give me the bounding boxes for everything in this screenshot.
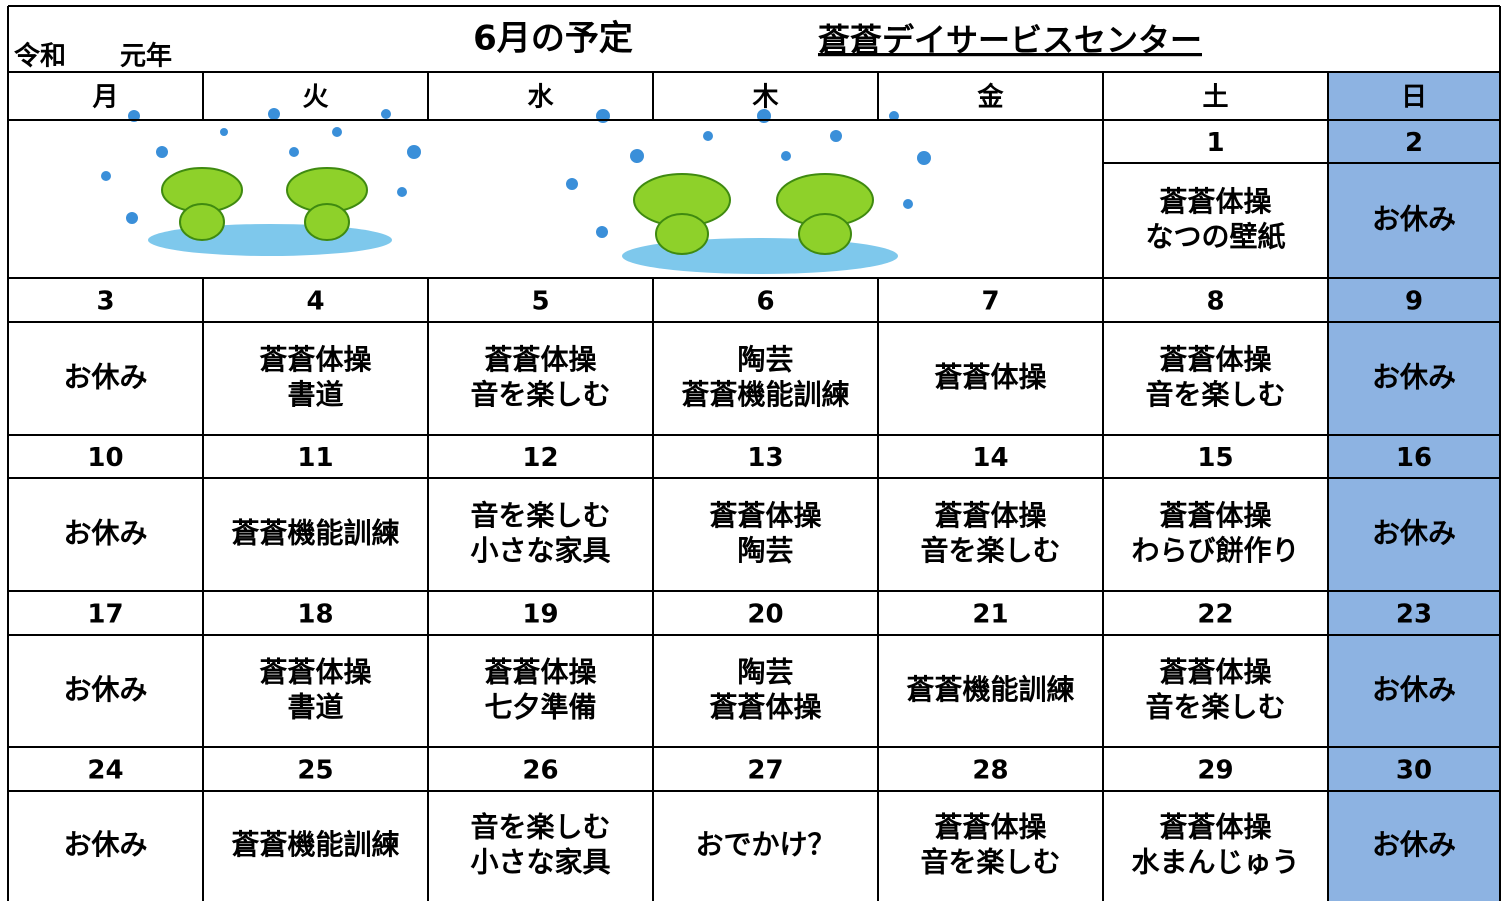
date: 29 (1197, 756, 1233, 786)
activity: 音を楽しむ (470, 378, 610, 411)
era: 令和 (14, 41, 66, 72)
date: 10 (87, 443, 123, 473)
date: 21 (972, 600, 1008, 630)
activity: 蒼蒼体操 (709, 499, 821, 532)
activity: お休み (1372, 828, 1456, 861)
activity: 蒼蒼体操 (259, 343, 371, 376)
activity: 蒼蒼体操 (1159, 656, 1271, 689)
activity: 音を楽しむ (470, 811, 610, 844)
weekday-label: 水 (527, 83, 554, 113)
activity: 小さな家具 (470, 534, 610, 567)
date: 6 (756, 287, 774, 317)
activity: 小さな家具 (470, 846, 610, 879)
date: 1 (1206, 128, 1224, 158)
activity: 蒼蒼機能訓練 (681, 378, 849, 411)
activity: 書道 (287, 691, 343, 724)
date: 2 (1405, 128, 1423, 158)
frog-illustration (101, 108, 931, 274)
activity: なつの壁紙 (1145, 220, 1285, 253)
date: 17 (87, 600, 123, 630)
date: 3 (96, 287, 114, 317)
activity: 音を楽しむ (1145, 378, 1285, 411)
date: 24 (87, 756, 123, 786)
organization: 蒼蒼デイサービスセンター (818, 21, 1202, 59)
activity: 蒼蒼体操 (1159, 185, 1271, 218)
activity: 蒼蒼体操 (1159, 499, 1271, 532)
activity: 音を楽しむ (1145, 691, 1285, 724)
title: 6月の予定 (473, 19, 633, 59)
activity: 蒼蒼体操 (1159, 343, 1271, 376)
date: 20 (747, 600, 783, 630)
date: 7 (981, 287, 999, 317)
activity: 蒼蒼機能訓練 (906, 673, 1074, 706)
year: 元年 (120, 41, 172, 72)
activity: お休み (1372, 517, 1456, 550)
activity: おでかけ？ (695, 828, 835, 861)
activity: 水まんじゅう (1131, 846, 1299, 879)
activity: 蒼蒼体操 (934, 811, 1046, 844)
date: 15 (1197, 443, 1233, 473)
activity: お休み (1372, 673, 1456, 706)
date: 30 (1396, 756, 1432, 786)
date: 27 (747, 756, 783, 786)
date: 9 (1405, 287, 1423, 317)
activity: お休み (63, 673, 147, 706)
weekday-label: 金 (976, 82, 1004, 113)
activity: 蒼蒼体操 (484, 343, 596, 376)
activity: お休み (1372, 361, 1456, 394)
activity: 蒼蒼体操 (934, 499, 1046, 532)
activity: 蒼蒼体操 (484, 656, 596, 689)
date: 14 (972, 443, 1008, 473)
activity: 蒼蒼体操 (934, 361, 1046, 394)
weekday-label: 月 (91, 83, 118, 113)
date: 26 (522, 756, 558, 786)
date: 23 (1396, 600, 1432, 630)
activity: 蒼蒼機能訓練 (231, 828, 399, 861)
date: 8 (1206, 287, 1224, 317)
activity: お休み (63, 517, 147, 550)
weekday-label: 木 (751, 83, 778, 113)
date: 28 (972, 756, 1008, 786)
activity: お休み (63, 361, 147, 394)
weekday-label: 日 (1401, 83, 1427, 113)
activity: 書道 (287, 378, 343, 411)
activity: 蒼蒼体操 (709, 691, 821, 724)
weekday-label: 火 (302, 83, 328, 113)
date: 25 (297, 756, 333, 786)
date: 13 (747, 443, 783, 473)
activity: お休み (63, 828, 147, 861)
date: 16 (1396, 443, 1432, 473)
weekday-label: 土 (1202, 83, 1228, 113)
activity: お休み (1372, 203, 1456, 236)
activity: 音を楽しむ (920, 846, 1060, 879)
activity: 蒼蒼体操 (1159, 811, 1271, 844)
activity: 蒼蒼機能訓練 (231, 517, 399, 550)
activity: 陶芸 (737, 343, 793, 376)
sunday-column (1328, 72, 1500, 901)
activity: 蒼蒼体操 (259, 656, 371, 689)
date: 18 (297, 600, 333, 630)
activity: 陶芸 (737, 656, 793, 689)
activity: 陶芸 (737, 534, 793, 567)
date: 11 (297, 443, 333, 473)
date: 22 (1197, 600, 1233, 630)
date: 19 (522, 600, 558, 630)
activity: わらび餅作り (1131, 534, 1299, 567)
date: 12 (522, 443, 558, 473)
date: 4 (306, 287, 324, 317)
date: 5 (531, 287, 549, 317)
activity: 七夕準備 (484, 691, 596, 724)
activity: 音を楽しむ (470, 499, 610, 532)
activity: 音を楽しむ (920, 534, 1060, 567)
